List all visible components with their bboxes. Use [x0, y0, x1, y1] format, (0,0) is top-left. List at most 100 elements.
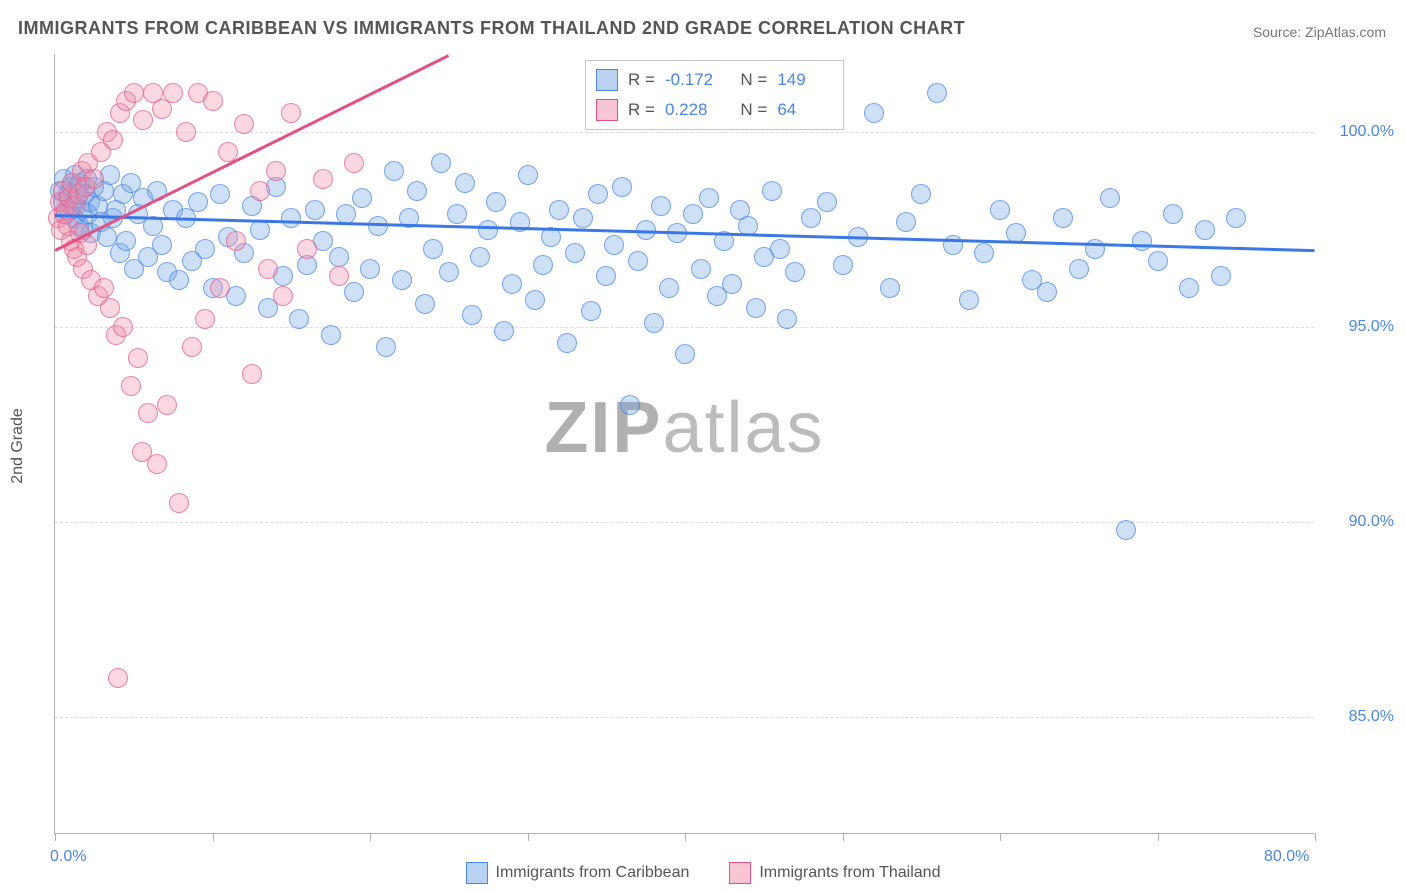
data-point — [384, 161, 404, 181]
x-tick — [55, 833, 56, 841]
data-point — [407, 181, 427, 201]
data-point — [478, 220, 498, 240]
data-point — [329, 247, 349, 267]
data-point — [242, 364, 262, 384]
data-point — [100, 298, 120, 318]
data-point — [525, 290, 545, 310]
stat-r-label: R = — [628, 65, 655, 95]
x-tick-label: 0.0% — [50, 848, 86, 866]
data-point — [762, 181, 782, 201]
stat-n-label: N = — [731, 95, 767, 125]
data-point — [1037, 282, 1057, 302]
x-tick — [370, 833, 371, 841]
stat-n-label: N = — [731, 65, 767, 95]
y-tick-label: 100.0% — [1324, 123, 1394, 141]
data-point — [266, 161, 286, 181]
data-point — [990, 200, 1010, 220]
data-point — [651, 196, 671, 216]
x-tick — [843, 833, 844, 841]
stats-row: R =-0.172 N =149 — [596, 65, 833, 95]
data-point — [103, 130, 123, 150]
data-point — [250, 181, 270, 201]
watermark-light: atlas — [662, 388, 824, 468]
legend: Immigrants from Caribbean Immigrants fro… — [0, 862, 1406, 884]
data-point — [210, 184, 230, 204]
data-point — [533, 255, 553, 275]
data-point — [108, 668, 128, 688]
data-point — [896, 212, 916, 232]
x-tick — [1315, 833, 1316, 841]
x-tick — [1000, 833, 1001, 841]
data-point — [360, 259, 380, 279]
data-point — [1069, 259, 1089, 279]
data-point — [502, 274, 522, 294]
data-point — [1179, 278, 1199, 298]
data-point — [133, 110, 153, 130]
watermark-bold: ZIP — [544, 388, 662, 468]
watermark: ZIPatlas — [544, 387, 824, 469]
data-point — [1148, 251, 1168, 271]
data-point — [195, 239, 215, 259]
data-point — [305, 200, 325, 220]
data-point — [210, 278, 230, 298]
data-point — [234, 114, 254, 134]
data-point — [974, 243, 994, 263]
data-point — [557, 333, 577, 353]
data-point — [620, 395, 640, 415]
data-point — [722, 274, 742, 294]
data-point — [770, 239, 790, 259]
data-point — [801, 208, 821, 228]
chart-title: IMMIGRANTS FROM CARIBBEAN VS IMMIGRANTS … — [18, 18, 965, 39]
data-point — [169, 493, 189, 513]
data-point — [157, 395, 177, 415]
data-point — [833, 255, 853, 275]
data-point — [352, 188, 372, 208]
stats-row: R =0.228 N =64 — [596, 95, 833, 125]
data-point — [880, 278, 900, 298]
data-point — [321, 325, 341, 345]
data-point — [746, 298, 766, 318]
data-point — [273, 286, 293, 306]
data-point — [281, 103, 301, 123]
data-point — [329, 266, 349, 286]
y-tick-label: 95.0% — [1324, 318, 1394, 336]
data-point — [927, 83, 947, 103]
data-point — [675, 344, 695, 364]
data-point — [573, 208, 593, 228]
data-point — [1116, 520, 1136, 540]
data-point — [431, 153, 451, 173]
data-point — [1195, 220, 1215, 240]
y-tick-label: 85.0% — [1324, 708, 1394, 726]
data-point — [1211, 266, 1231, 286]
data-point — [226, 231, 246, 251]
data-point — [691, 259, 711, 279]
data-point — [447, 204, 467, 224]
data-point — [494, 321, 514, 341]
y-tick-label: 90.0% — [1324, 513, 1394, 531]
data-point — [423, 239, 443, 259]
data-point — [297, 239, 317, 259]
data-point — [376, 337, 396, 357]
plot-area: ZIPatlas 85.0%90.0%95.0%100.0%R =-0.172 … — [54, 54, 1314, 834]
data-point — [1053, 208, 1073, 228]
x-tick — [1158, 833, 1159, 841]
data-point — [683, 204, 703, 224]
data-point — [152, 235, 172, 255]
data-point — [258, 259, 278, 279]
data-point — [250, 220, 270, 240]
source-link[interactable]: ZipAtlas.com — [1305, 24, 1386, 40]
stats-box: R =-0.172 N =149R =0.228 N =64 — [585, 60, 844, 130]
data-point — [344, 282, 364, 302]
swatch-icon — [729, 862, 751, 884]
legend-label: Immigrants from Caribbean — [496, 864, 690, 882]
data-point — [486, 192, 506, 212]
data-point — [176, 122, 196, 142]
data-point — [1163, 204, 1183, 224]
data-point — [124, 83, 144, 103]
data-point — [864, 103, 884, 123]
legend-item-caribbean: Immigrants from Caribbean — [466, 862, 690, 884]
legend-label: Immigrants from Thailand — [759, 864, 940, 882]
data-point — [817, 192, 837, 212]
data-point — [132, 442, 152, 462]
grid-line — [55, 717, 1314, 718]
